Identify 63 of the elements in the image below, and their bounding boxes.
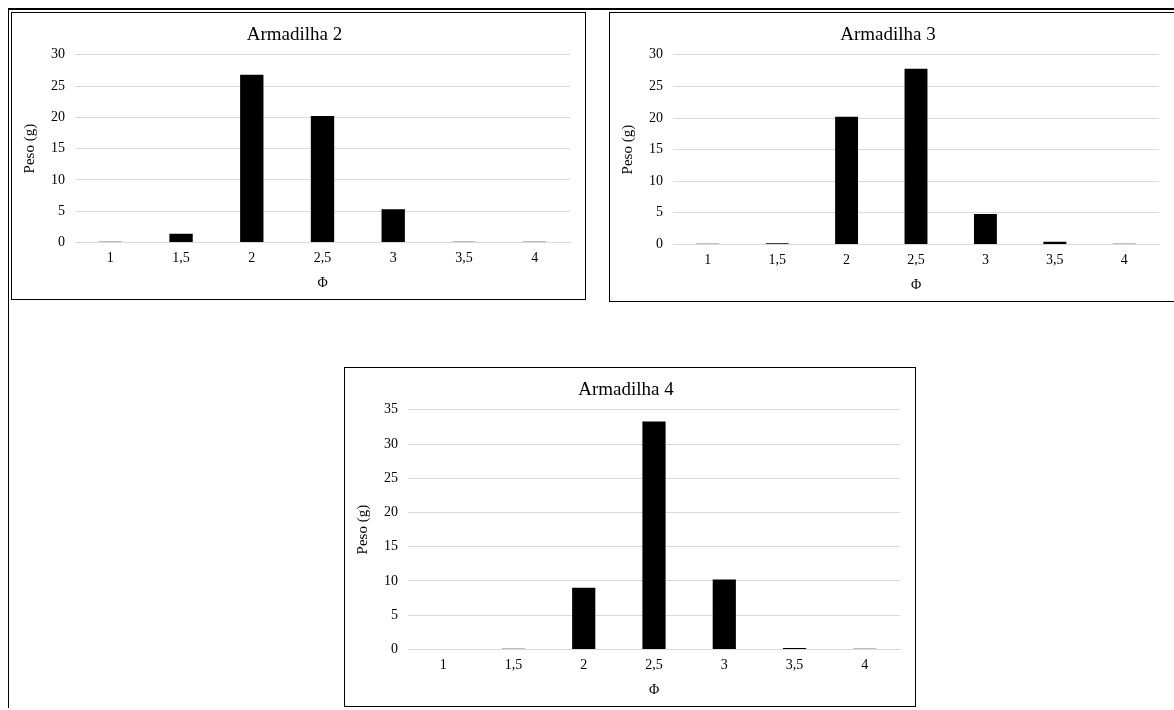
y-tick-label: 0 xyxy=(391,641,398,657)
bar xyxy=(240,74,264,242)
x-tick-label: 3 xyxy=(389,250,397,266)
x-tick-label: 2 xyxy=(580,657,588,673)
x-tick-label: 3,5 xyxy=(455,250,473,266)
y-tick-label: 30 xyxy=(384,435,398,451)
y-axis-title: Peso (g) xyxy=(353,504,371,555)
y-tick-label: 10 xyxy=(384,572,398,588)
bar xyxy=(169,233,193,242)
bar xyxy=(973,214,997,244)
bar xyxy=(712,579,736,649)
y-tick-label: 0 xyxy=(656,236,663,252)
x-axis-title: Φ xyxy=(648,682,660,698)
x-tick-label: 2,5 xyxy=(313,250,332,266)
y-tick-label: 5 xyxy=(58,202,65,218)
bar xyxy=(572,587,596,649)
y-axis-title: Peso (g) xyxy=(20,123,38,174)
y-tick-label: 20 xyxy=(384,504,398,520)
x-tick-label: 3 xyxy=(720,657,728,673)
bar xyxy=(904,68,928,244)
y-tick-label: 5 xyxy=(391,606,398,622)
y-tick-label: 10 xyxy=(51,171,65,187)
y-tick-label: 0 xyxy=(58,234,65,250)
y-tick-label: 30 xyxy=(649,46,663,62)
x-axis-title: Φ xyxy=(910,277,922,293)
y-tick-label: 35 xyxy=(384,401,398,417)
y-axis-title: Peso (g) xyxy=(618,124,636,175)
x-tick-label: 1 xyxy=(439,657,447,673)
x-tick-label: 1 xyxy=(106,250,114,266)
x-tick-label: 4 xyxy=(1120,252,1128,268)
bar xyxy=(310,116,335,242)
y-tick-label: 30 xyxy=(51,46,65,62)
y-tick-label: 15 xyxy=(384,538,398,554)
x-tick-label: 4 xyxy=(531,250,539,266)
x-tick-label: 1,5 xyxy=(768,252,786,268)
y-tick-label: 10 xyxy=(649,172,663,188)
y-tick-label: 25 xyxy=(51,77,65,93)
x-tick-label: 2,5 xyxy=(645,657,663,673)
y-tick-label: 20 xyxy=(649,109,663,125)
y-tick-label: 20 xyxy=(51,109,65,125)
x-tick-label: 2,5 xyxy=(907,252,925,268)
x-tick-label: 2 xyxy=(843,252,851,268)
y-tick-label: 15 xyxy=(51,140,65,156)
x-tick-label: 3,5 xyxy=(1046,252,1064,268)
bar xyxy=(381,209,405,242)
bar xyxy=(1043,241,1067,244)
x-tick-label: 1,5 xyxy=(172,250,190,266)
chart-title: Armadilha 2 xyxy=(246,23,343,45)
bar xyxy=(835,116,859,244)
y-tick-label: 25 xyxy=(384,469,398,485)
x-tick-label: 2 xyxy=(248,250,256,266)
x-tick-label: 4 xyxy=(861,657,869,673)
x-tick-label: 1 xyxy=(704,252,712,268)
x-tick-label: 3,5 xyxy=(785,657,804,673)
y-tick-label: 5 xyxy=(656,204,663,220)
x-axis-title: Φ xyxy=(317,275,328,291)
bar xyxy=(642,421,666,649)
chart-title: Armadilha 3 xyxy=(840,23,936,45)
x-tick-label: 3 xyxy=(981,252,989,268)
chart-title: Armadilha 4 xyxy=(578,378,675,400)
x-tick-label: 1,5 xyxy=(504,657,523,673)
y-tick-label: 25 xyxy=(649,78,663,94)
y-tick-label: 15 xyxy=(649,141,663,157)
